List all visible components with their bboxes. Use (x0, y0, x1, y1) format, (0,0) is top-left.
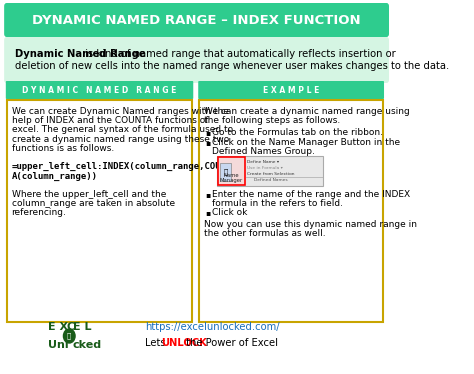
Text: Click ok: Click ok (212, 208, 248, 217)
Bar (7, 100, 192, 322)
Text: DYNAMIC NAMED RANGE – INDEX FUNCTION: DYNAMIC NAMED RANGE – INDEX FUNCTION (32, 13, 361, 27)
Text: functions is as follows.: functions is as follows. (11, 144, 114, 153)
Text: C: C (66, 322, 74, 332)
Circle shape (64, 329, 75, 343)
Text: ▪: ▪ (205, 128, 210, 137)
Bar (217, 156, 323, 186)
Text: We can create Dynamic Named ranges with the: We can create Dynamic Named ranges with … (11, 107, 228, 116)
Text: Define Name ▾: Define Name ▾ (247, 160, 279, 164)
FancyBboxPatch shape (198, 81, 384, 99)
Text: help of INDEX and the COUNTA functions of: help of INDEX and the COUNTA functions o… (11, 116, 208, 125)
Text: is kind of named range that automatically reflects insertion or: is kind of named range that automaticall… (82, 49, 396, 59)
Text: formula in the refers to field.: formula in the refers to field. (212, 199, 343, 208)
Text: the Power of Excel: the Power of Excel (183, 338, 278, 348)
Text: Where the upper_left_cell and the: Where the upper_left_cell and the (11, 190, 166, 199)
Text: Enter the name of the range and the INDEX: Enter the name of the range and the INDE… (212, 190, 410, 199)
Text: D Y N A M I C   N A M E D   R A N G E: D Y N A M I C N A M E D R A N G E (22, 86, 177, 95)
Text: Lets: Lets (145, 338, 169, 348)
Text: Click on the Name Manager Button in the: Click on the Name Manager Button in the (212, 138, 401, 147)
Text: E X A M P L E: E X A M P L E (263, 86, 319, 95)
Text: the following steps as follows.: the following steps as follows. (204, 116, 340, 125)
Text: Defined Names: Defined Names (254, 178, 287, 182)
Text: We can create a dynamic named range using: We can create a dynamic named range usin… (204, 107, 410, 116)
Text: excel. The general syntax of the formula used to: excel. The general syntax of the formula… (11, 125, 233, 134)
Text: =upper_left_cell:INDEX(column_range,COUNT: =upper_left_cell:INDEX(column_range,COUN… (11, 162, 232, 171)
Text: Name
Manager: Name Manager (220, 172, 243, 183)
Text: deletion of new cells into the named range whenever user makes changes to the da: deletion of new cells into the named ran… (15, 61, 449, 71)
Text: the other formulas as well.: the other formulas as well. (204, 229, 326, 238)
Text: cked: cked (73, 340, 102, 350)
Text: referencing.: referencing. (11, 208, 66, 217)
Bar (218, 157, 245, 185)
FancyBboxPatch shape (4, 37, 389, 83)
Text: E X: E X (48, 322, 68, 332)
Text: column_range are taken in absolute: column_range are taken in absolute (11, 199, 175, 208)
Text: Now you can use this dynamic named range in: Now you can use this dynamic named range… (204, 220, 417, 229)
Text: Create from Selection: Create from Selection (247, 172, 295, 176)
Text: ▪: ▪ (205, 138, 210, 147)
Text: Dynamic Named Range: Dynamic Named Range (15, 49, 146, 59)
Bar (199, 100, 383, 322)
Text: ▪: ▪ (205, 190, 210, 199)
Text: UNLOCK: UNLOCK (162, 338, 208, 348)
Text: Go to the Formulas tab on the ribbon.: Go to the Formulas tab on the ribbon. (212, 128, 383, 137)
FancyBboxPatch shape (6, 81, 193, 99)
Text: A(column_range)): A(column_range)) (11, 171, 98, 181)
Text: https://excelunlocked.com/: https://excelunlocked.com/ (145, 322, 280, 332)
Text: E L: E L (73, 322, 91, 332)
Text: 📄: 📄 (223, 169, 228, 175)
Text: create a dynamic named range using these two: create a dynamic named range using these… (11, 135, 229, 144)
Text: Defined Names Group.: Defined Names Group. (212, 147, 315, 156)
Text: Unl: Unl (48, 340, 69, 350)
Text: Use in Formula ▾: Use in Formula ▾ (247, 166, 283, 170)
Text: ▪: ▪ (205, 208, 210, 217)
FancyBboxPatch shape (4, 3, 389, 37)
Text: 🔒: 🔒 (67, 333, 72, 339)
Bar (220, 163, 231, 181)
